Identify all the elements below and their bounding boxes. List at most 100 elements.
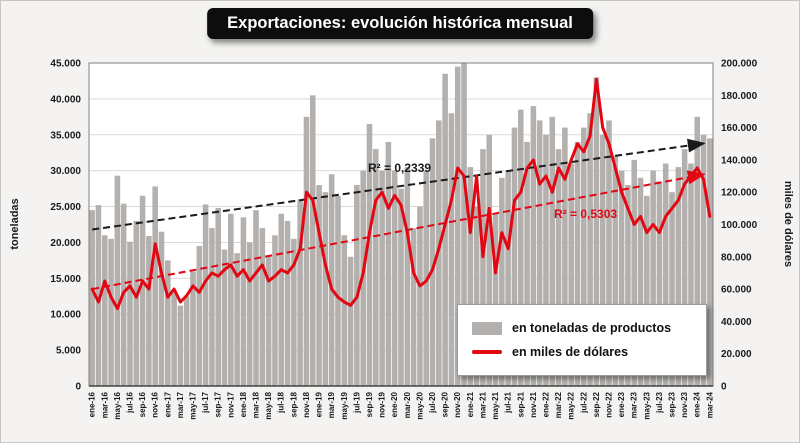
x-axis-tick-label: jul-16 xyxy=(126,391,135,413)
bar xyxy=(536,120,543,387)
bar xyxy=(202,204,209,386)
legend-row-line: en miles de dólares xyxy=(472,345,706,359)
x-axis-tick-label: nov-17 xyxy=(226,391,235,417)
bar xyxy=(524,141,530,386)
bar xyxy=(335,195,341,386)
bar xyxy=(625,185,631,386)
bar xyxy=(631,159,637,386)
bar xyxy=(593,77,600,387)
dollars-line xyxy=(90,77,712,310)
bar xyxy=(259,228,266,386)
x-axis-tick-label: ene-17 xyxy=(163,391,172,417)
r2-annotation-black: R² = 0,2339 xyxy=(368,161,432,175)
bar xyxy=(291,238,297,386)
bar xyxy=(240,217,247,386)
x-axis-tick-label: sep-20 xyxy=(441,391,450,417)
x-axis-tick-label: ene-22 xyxy=(542,391,551,417)
x-axis-tick-label: jul-19 xyxy=(352,391,361,413)
x-axis-tick-label: mar-24 xyxy=(705,391,714,418)
bar xyxy=(562,127,568,386)
x-axis-tick-label: may-23 xyxy=(642,391,651,419)
left-axis-tick-label: 10.000 xyxy=(50,310,81,321)
bar xyxy=(209,228,215,386)
left-axis-title: toneladas xyxy=(9,198,21,250)
x-axis-tick-label: jul-18 xyxy=(277,391,286,413)
x-axis-tick-label: mar-18 xyxy=(252,391,261,418)
bar xyxy=(581,127,587,386)
bar xyxy=(612,156,619,386)
bar xyxy=(417,206,423,386)
x-axis-tick-label: jul-17 xyxy=(201,391,210,413)
bar xyxy=(127,241,133,386)
bar xyxy=(549,116,556,386)
chart-title: Exportaciones: evolución histórica mensu… xyxy=(207,8,593,39)
bar xyxy=(707,138,713,386)
x-axis-tick-label: mar-16 xyxy=(100,391,109,418)
bar xyxy=(114,175,121,386)
bar xyxy=(662,163,669,386)
bar xyxy=(637,177,644,386)
x-axis-tick-label: sep-21 xyxy=(516,391,525,417)
bar xyxy=(543,134,549,386)
bar xyxy=(228,213,234,386)
x-axis-tick-label: nov-20 xyxy=(453,391,462,417)
bar xyxy=(461,63,467,386)
r2-annotation-red: R² = 0,5303 xyxy=(554,207,618,221)
x-axis-tick-label: sep-16 xyxy=(138,391,147,417)
bar xyxy=(190,271,196,386)
x-axis-tick-label: ene-19 xyxy=(315,391,324,417)
bar xyxy=(108,238,114,386)
bar xyxy=(492,213,499,386)
bar xyxy=(599,134,606,386)
right-axis-title: miles de dólares xyxy=(782,180,794,268)
x-axis-tick-label: nov-22 xyxy=(605,391,614,417)
x-axis-tick-label: jul-22 xyxy=(579,391,588,413)
bar xyxy=(700,134,707,386)
bar xyxy=(517,109,524,386)
bar xyxy=(303,116,310,386)
x-axis-tick-label: ene-24 xyxy=(693,391,702,417)
x-axis-tick-label: may-21 xyxy=(491,391,500,419)
x-axis-tick-label: mar-21 xyxy=(478,391,487,418)
bar xyxy=(467,167,474,386)
bar xyxy=(574,141,581,386)
bar xyxy=(101,235,108,386)
bar xyxy=(568,163,574,386)
x-axis-tick-label: nov-16 xyxy=(151,391,160,417)
x-axis-tick-label: may-16 xyxy=(113,391,122,419)
bar xyxy=(95,205,102,386)
x-axis-tick-label: jul-20 xyxy=(428,391,437,413)
legend-bar-label: en toneladas de productos xyxy=(512,321,672,335)
bar xyxy=(373,149,379,386)
bar xyxy=(177,305,184,386)
bar xyxy=(284,220,291,386)
x-axis-tick-label: mar-19 xyxy=(327,391,336,418)
x-axis-tick-label: sep-18 xyxy=(289,391,298,417)
bar xyxy=(555,149,562,386)
right-axis-tick-label: 160.000 xyxy=(721,123,758,134)
bar xyxy=(133,220,140,386)
bar xyxy=(309,95,316,387)
x-axis-tick-label: nov-19 xyxy=(378,391,387,417)
bar xyxy=(530,106,537,386)
x-axis-tick-label: mar-20 xyxy=(403,391,412,418)
bar xyxy=(505,170,511,386)
left-axis-tick-label: 20.000 xyxy=(50,238,81,249)
bar xyxy=(675,167,682,386)
bar xyxy=(152,186,158,386)
x-axis-tick-label: may-19 xyxy=(340,391,349,419)
bar xyxy=(650,170,656,386)
x-axis-tick-label: sep-17 xyxy=(214,391,223,417)
bar xyxy=(391,170,398,386)
x-axis-tick-label: may-18 xyxy=(264,391,273,419)
bar xyxy=(410,228,417,386)
bar xyxy=(486,134,493,386)
bar xyxy=(354,185,360,386)
x-axis-tick-label: ene-21 xyxy=(466,391,475,417)
bar xyxy=(669,192,675,386)
bar xyxy=(454,66,461,386)
x-axis-tick-label: may-20 xyxy=(415,391,424,419)
x-axis-tick-label: may-17 xyxy=(189,391,198,419)
